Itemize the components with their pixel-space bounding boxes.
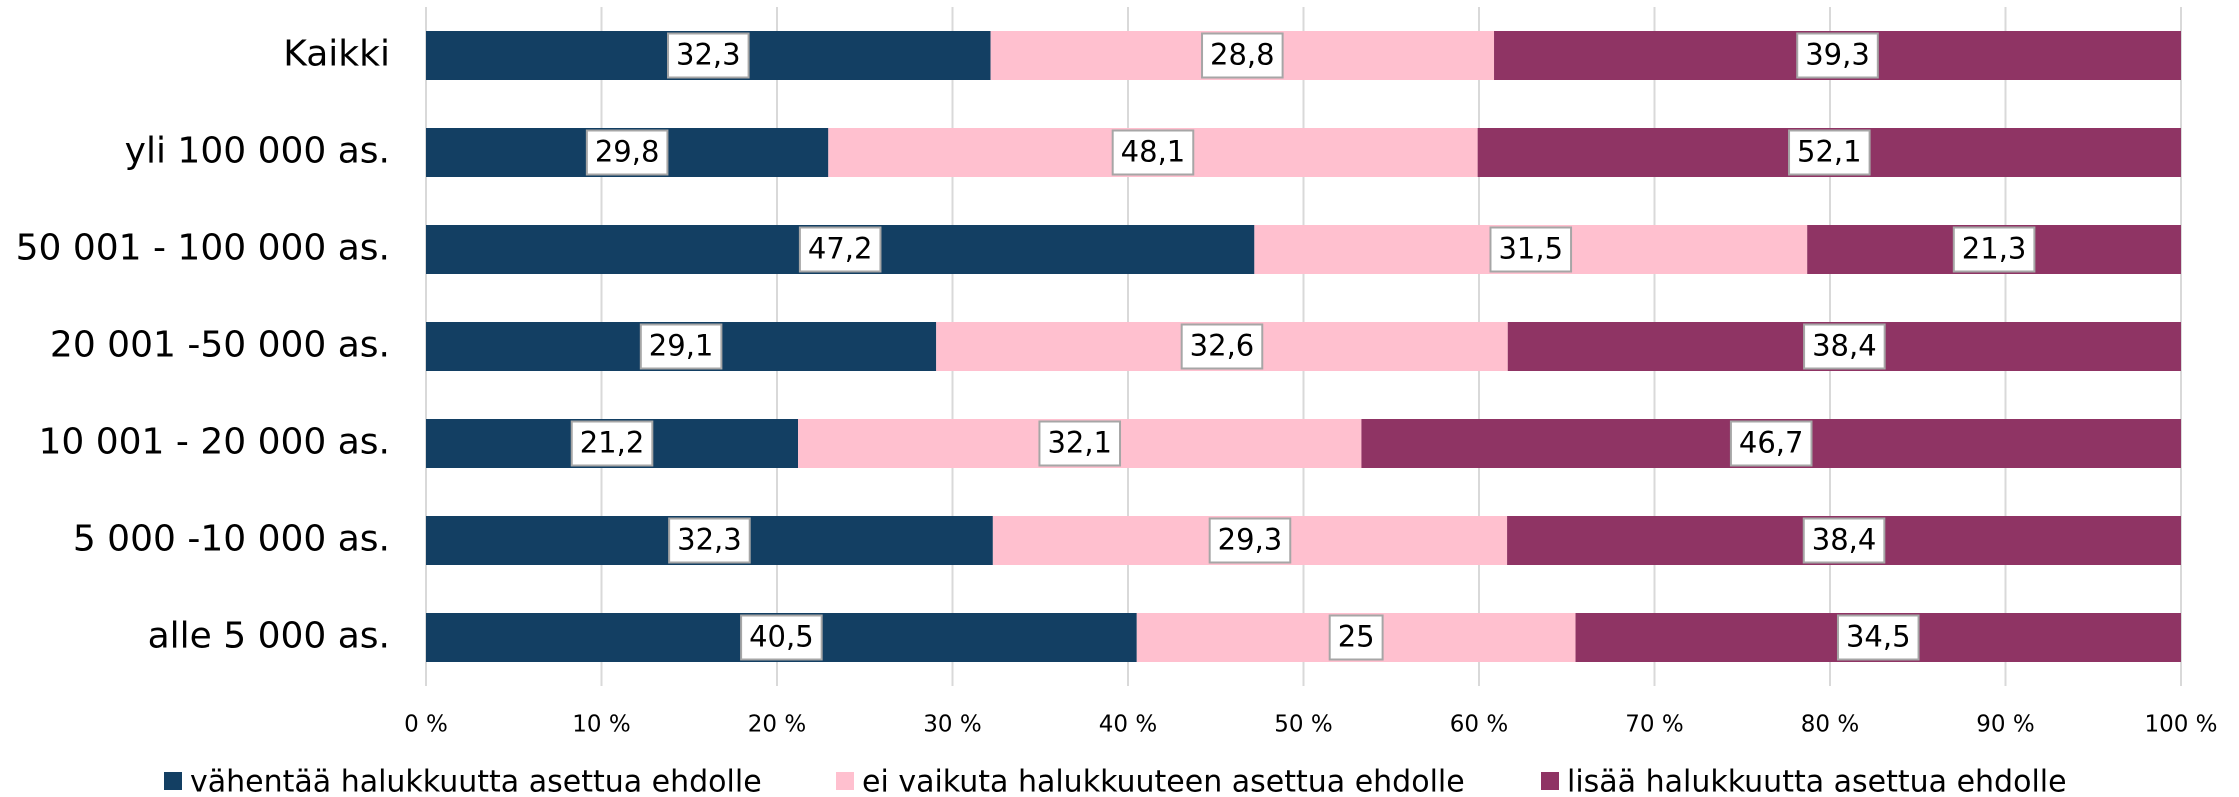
data-label: 28,8 — [1210, 38, 1275, 72]
data-label-box — [1038, 420, 1122, 467]
data-label-box — [740, 614, 823, 661]
category-label: 20 001 -50 000 as. — [50, 325, 390, 366]
x-tick-label: 10 % — [572, 712, 630, 738]
data-label-box — [1729, 420, 1813, 467]
legend-swatch — [1541, 772, 1559, 790]
legend-label: lisää halukkuutta asettua ehdolle — [1567, 765, 2067, 797]
x-tick-label: 60 % — [1450, 712, 1508, 738]
category-label: 5 000 -10 000 as. — [73, 519, 390, 560]
legend-label: vähentää halukkuutta asettua ehdolle — [190, 765, 762, 797]
data-label: 39,3 — [1805, 38, 1870, 72]
data-label: 21,3 — [1962, 232, 2027, 266]
x-tick-label: 70 % — [1625, 712, 1683, 738]
data-label-box — [1180, 323, 1264, 370]
data-label: 46,7 — [1739, 426, 1804, 460]
data-label-box — [570, 420, 654, 467]
legend-swatch — [164, 772, 182, 790]
x-tick-label: 20 % — [748, 712, 806, 738]
legend-swatch — [836, 772, 854, 790]
x-tick-label: 50 % — [1274, 712, 1332, 738]
data-label-box — [1111, 129, 1195, 176]
x-tick-label: 30 % — [923, 712, 981, 738]
category-label: 10 001 - 20 000 as. — [38, 422, 390, 463]
data-label: 29,3 — [1218, 523, 1283, 557]
category-label: Kaikki — [283, 34, 390, 75]
data-label-box — [1836, 614, 1920, 661]
data-label: 29,8 — [595, 135, 660, 169]
data-label: 32,6 — [1190, 329, 1255, 363]
category-label: yli 100 000 as. — [125, 131, 390, 172]
data-label: 52,1 — [1797, 135, 1862, 169]
x-tick-label: 40 % — [1099, 712, 1157, 738]
x-tick-label: 80 % — [1801, 712, 1859, 738]
data-label: 40,5 — [749, 620, 814, 654]
data-label: 34,5 — [1846, 620, 1911, 654]
data-label-box — [1796, 32, 1879, 79]
data-label: 21,2 — [580, 426, 645, 460]
data-label: 38,4 — [1812, 329, 1877, 363]
data-label-box — [667, 32, 750, 79]
data-label-box — [668, 517, 751, 564]
data-label-box — [1328, 614, 1384, 661]
data-label: 32,3 — [676, 38, 741, 72]
data-label-box — [585, 129, 669, 176]
category-label: alle 5 000 as. — [148, 616, 390, 657]
data-label-box — [1952, 226, 2036, 273]
category-label: 50 001 - 100 000 as. — [16, 228, 390, 269]
data-label: 25 — [1338, 620, 1375, 654]
data-label: 32,3 — [677, 523, 742, 557]
data-label: 32,1 — [1047, 426, 1112, 460]
data-label: 48,1 — [1121, 135, 1186, 169]
legend-label: ei vaikuta halukkuuteen asettua ehdolle — [862, 765, 1465, 797]
data-label-box — [1788, 129, 1871, 176]
data-label-box — [798, 226, 882, 273]
data-label: 29,1 — [649, 329, 714, 363]
x-tick-label: 100 % — [2144, 712, 2217, 738]
data-label-box — [639, 323, 723, 370]
x-tick-label: 0 % — [404, 712, 448, 738]
data-label-box — [1802, 517, 1886, 564]
x-tick-label: 90 % — [1976, 712, 2034, 738]
data-label-box — [1201, 32, 1284, 79]
data-label: 47,2 — [808, 232, 873, 266]
data-label-box — [1489, 226, 1573, 273]
data-label-box — [1803, 323, 1886, 370]
data-label: 31,5 — [1498, 232, 1563, 266]
data-label-box — [1208, 517, 1292, 564]
data-label: 38,4 — [1812, 523, 1877, 557]
